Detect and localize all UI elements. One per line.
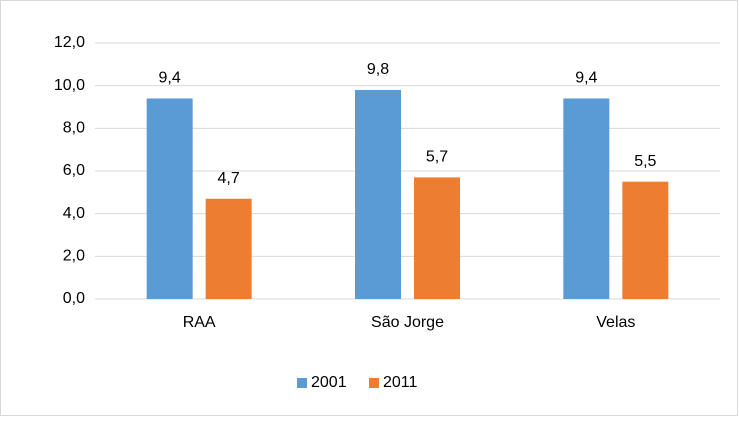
bar — [146, 98, 193, 299]
value-label: 9,8 — [367, 61, 389, 78]
legend-label: 2001 — [311, 374, 347, 391]
y-tick-label: 0,0 — [63, 290, 85, 307]
y-tick-label: 2,0 — [63, 248, 85, 265]
x-tick-label: RAA — [183, 314, 216, 331]
bar — [355, 89, 401, 299]
value-label: 9,4 — [575, 70, 597, 87]
bar — [563, 98, 610, 299]
y-tick-label: 4,0 — [63, 205, 85, 222]
value-label: 5,5 — [634, 153, 656, 170]
x-tick-label: Velas — [596, 314, 635, 331]
y-tick-label: 12,0 — [54, 34, 85, 51]
value-label: 5,7 — [426, 149, 448, 166]
legend-swatch — [369, 378, 379, 388]
value-label: 9,4 — [159, 70, 181, 87]
value-label: 4,7 — [218, 170, 240, 187]
y-tick-label: 6,0 — [63, 162, 85, 179]
y-tick-label: 8,0 — [63, 120, 85, 137]
legend-label: 2011 — [383, 374, 418, 391]
bar — [622, 181, 669, 299]
legend-swatch — [297, 378, 307, 388]
y-tick-label: 10,0 — [54, 77, 85, 94]
bar — [414, 177, 460, 299]
x-tick-label: São Jorge — [371, 314, 444, 331]
bar — [205, 198, 252, 299]
